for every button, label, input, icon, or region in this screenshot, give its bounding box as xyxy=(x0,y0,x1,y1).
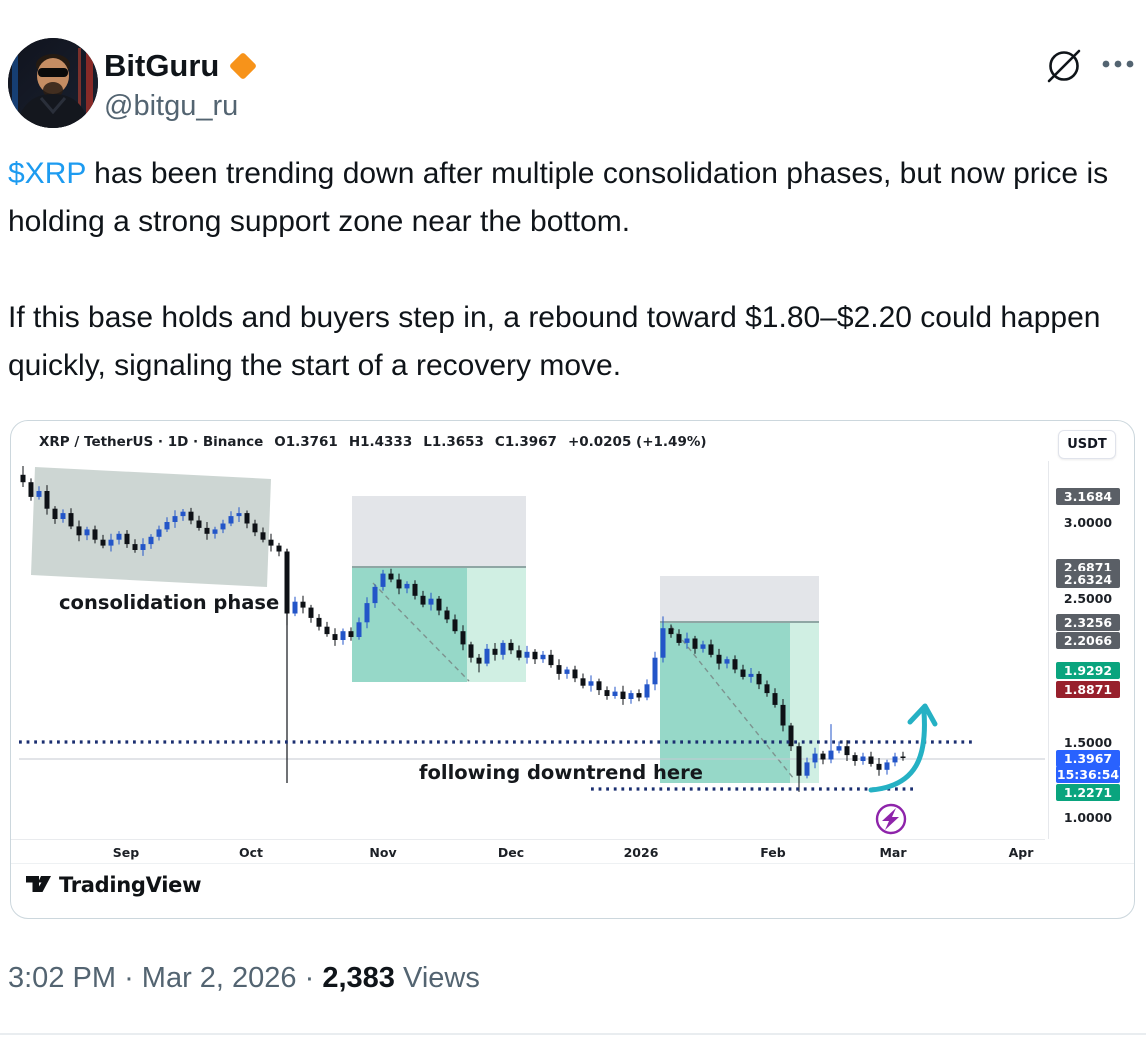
dot-separator: · xyxy=(304,962,315,994)
tradingview-wordmark: TradingView xyxy=(59,873,202,897)
downtrend-dashed-line xyxy=(372,582,470,682)
time-axis-label: 2026 xyxy=(623,845,659,860)
consolidation-zone xyxy=(31,467,271,587)
ohlc-open: O1.3761 xyxy=(274,434,338,450)
price-label: 2.3256 xyxy=(1056,613,1120,631)
tweet-media-chart[interactable]: XRP / TetherUS · 1D · Binance O1.3761 H1.4… xyxy=(10,420,1135,919)
price-label: 1.5000 xyxy=(1063,734,1113,750)
price-label: 2.6324 xyxy=(1056,570,1120,588)
price-label: 15:36:54 xyxy=(1056,765,1120,783)
supply-zone xyxy=(352,496,526,567)
more-dots-icon xyxy=(1102,60,1134,68)
avatar[interactable] xyxy=(8,38,98,128)
price-label: 1.8871 xyxy=(1056,680,1120,698)
chart-symbol-readout: XRP / TetherUS · 1D · Binance O1.3761 H1.4… xyxy=(39,434,718,450)
price-label: 2.6871 xyxy=(1056,558,1120,576)
price-label: 3.1684 xyxy=(1056,487,1120,505)
tweet-paragraph-2: If this base holds and buyers step in, a… xyxy=(8,301,1101,382)
price-label: 2.2066 xyxy=(1056,631,1120,649)
cashtag-link[interactable]: $XRP xyxy=(8,157,86,190)
time-axis-label: Oct xyxy=(238,845,264,860)
chart-symbol: XRP / TetherUS · 1D · Binance xyxy=(39,434,264,450)
ohlc-close: C1.3967 xyxy=(494,434,557,450)
downtrend-label: following downtrend here xyxy=(419,761,703,784)
price-label: 3.0000 xyxy=(1063,514,1113,530)
orange-diamond-icon xyxy=(229,51,258,81)
avatar-image xyxy=(8,38,98,128)
time-axis: Sep Oct Nov Dec 2026 Feb Mar Apr xyxy=(11,839,1045,864)
ohlc-low: L1.3653 xyxy=(423,434,484,450)
grok-icon xyxy=(1047,49,1081,83)
tradingview-attribution: TradingView xyxy=(25,873,201,897)
rebound-arrow xyxy=(868,709,927,793)
time-axis-label: Sep xyxy=(112,845,140,860)
price-label: 2.5000 xyxy=(1063,590,1113,606)
consolidation-label: consolidation phase xyxy=(59,591,279,614)
bottom-divider xyxy=(0,1033,1146,1035)
rebound-arrow-head xyxy=(907,703,938,727)
tradingview-logo-icon xyxy=(26,876,51,892)
price-label: 1.3967 xyxy=(1056,749,1120,767)
axis-bottom-line xyxy=(11,863,1134,864)
downtrend-dashed-line xyxy=(670,625,795,780)
price-label: 1.9292 xyxy=(1056,661,1120,679)
ohlc-high: H1.4333 xyxy=(348,434,413,450)
grok-actions-button[interactable] xyxy=(1042,44,1086,88)
time-axis-label: Nov xyxy=(369,845,397,860)
post-date: Mar 2, 2026 xyxy=(141,962,297,994)
price-axis-separator xyxy=(1048,461,1049,839)
time-axis-label: Feb xyxy=(760,845,786,860)
currency-toggle-button: USDT xyxy=(1058,430,1116,459)
post-footer: 3:02 PM · Mar 2, 2026 · 2,383 Views xyxy=(8,962,480,995)
display-name-text: BitGuru xyxy=(104,48,220,83)
tweet-text: $XRP has been trending down after multip… xyxy=(8,150,1134,390)
candlestick-plot: consolidation phase following downtrend h… xyxy=(19,466,1045,835)
ohlc-change: +0.0205 (+1.49%) xyxy=(567,434,707,450)
tweet-paragraph-1: $XRP has been trending down after multip… xyxy=(8,150,1134,246)
demand-zone-dark xyxy=(660,622,790,783)
supply-zone xyxy=(660,576,819,622)
views-count: 2,383 xyxy=(322,962,395,994)
tweet-paragraph-1-text: has been trending down after multiple co… xyxy=(8,157,1109,238)
more-menu-button[interactable] xyxy=(1098,54,1138,74)
dot-separator: · xyxy=(124,962,134,994)
price-label: 1.2271 xyxy=(1056,783,1120,801)
views-label: Views xyxy=(403,962,480,994)
post-time: 3:02 PM xyxy=(8,962,116,994)
time-axis-label: Apr xyxy=(1008,845,1034,860)
user-handle[interactable]: @bitgu_ru xyxy=(104,90,239,122)
time-axis-label: Dec xyxy=(497,845,525,860)
display-name[interactable]: BitGuru xyxy=(104,48,258,84)
time-axis-label: Mar xyxy=(879,845,907,860)
price-label: 1.0000 xyxy=(1063,809,1113,825)
